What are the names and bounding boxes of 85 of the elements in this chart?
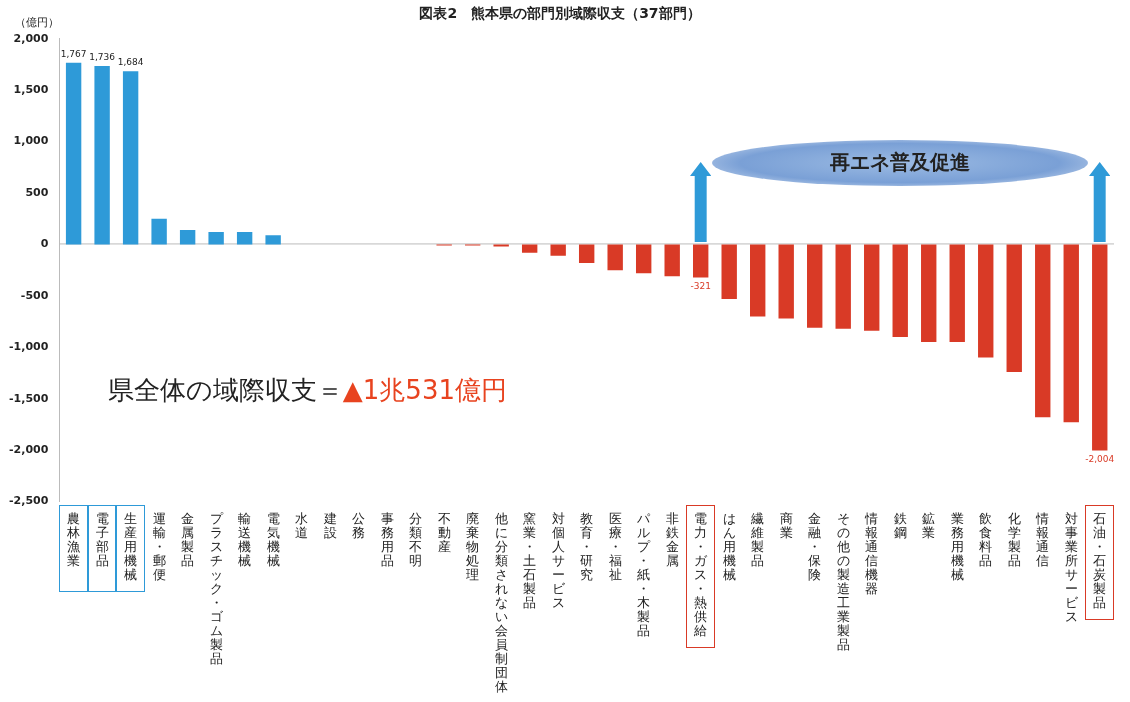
x-tick-label: 業務用機械 xyxy=(950,510,964,583)
x-tick-label: 電気機械 xyxy=(266,510,280,568)
bar xyxy=(550,244,566,256)
x-tick-label: 金融・保険 xyxy=(808,510,822,583)
bar xyxy=(835,244,851,329)
bar xyxy=(864,244,880,331)
bar xyxy=(1063,244,1079,423)
x-tick-label: 分類不明 xyxy=(409,510,423,568)
x-tick-label: 建設 xyxy=(322,510,337,540)
data-label: 1,736 xyxy=(89,51,116,62)
x-tick-label: 非鉄金属 xyxy=(665,510,679,568)
x-tick-label: 金属製品 xyxy=(181,510,195,568)
bar xyxy=(208,232,224,245)
category-label: パルプ・紙・木製品 xyxy=(637,510,651,639)
bar xyxy=(493,244,509,247)
x-tick-label: 鉄鋼 xyxy=(893,510,907,540)
category-label: 電力・ガス・熱供給 xyxy=(694,510,708,639)
x-tick-label: 商業 xyxy=(779,510,793,540)
x-tick-label: 対事業所サービス xyxy=(1064,510,1079,625)
data-label: 1,684 xyxy=(117,57,144,68)
x-tick-label: 運輸・郵便 xyxy=(152,510,166,583)
category-label: 他に分類されない会員制団体 xyxy=(494,510,508,695)
bar xyxy=(236,232,253,245)
bar xyxy=(521,244,538,253)
x-tick-label: 石油・石炭製品 xyxy=(1093,510,1107,611)
bar xyxy=(94,65,110,245)
bar xyxy=(750,244,766,317)
data-label: -321 xyxy=(690,281,711,292)
x-tick-label: 繊維製品 xyxy=(750,510,765,568)
y-tick-label: 0 xyxy=(40,237,49,251)
x-tick-label: 化学製品 xyxy=(1007,510,1021,568)
x-tick-label: 生産用機械 xyxy=(124,510,138,583)
x-tick-label: 飲食料品 xyxy=(979,510,993,568)
x-tick-label: はん用機械 xyxy=(722,510,736,583)
y-tick-label: 500 xyxy=(25,185,49,199)
bar xyxy=(265,235,281,245)
x-tick-label: 情報通信機器 xyxy=(864,510,879,597)
x-tick-label: 電子部品 xyxy=(95,510,109,568)
annotation: 県全体の域際収支＝ xyxy=(107,374,343,405)
bar xyxy=(607,244,623,271)
y-tick-label: 2,000 xyxy=(13,31,49,45)
x-tick-label: 水道 xyxy=(295,510,309,540)
bar xyxy=(1035,244,1051,418)
bar xyxy=(179,230,196,245)
x-tick-label: 医療・福祉 xyxy=(608,510,622,583)
x-tick-label: 教育・研究 xyxy=(580,510,594,583)
category-label: プラスチック・ゴム製品 xyxy=(209,510,223,667)
y-tick-label: -1,000 xyxy=(9,340,49,354)
x-tick-label: 農林漁業 xyxy=(66,510,81,568)
x-tick-label: 事務用品 xyxy=(380,510,394,568)
bar xyxy=(778,244,794,319)
bar xyxy=(122,71,139,245)
x-tick-label: 廃棄物処理 xyxy=(466,510,480,583)
y-axis-title: （億円） xyxy=(15,16,60,30)
data-label: -2,004 xyxy=(1085,454,1115,465)
annotation: 再エネ普及促進 xyxy=(829,149,972,177)
bar xyxy=(635,244,652,274)
bar xyxy=(892,244,908,337)
x-tick-label: 不動産 xyxy=(437,510,451,554)
x-tick-label: 公務 xyxy=(352,510,366,540)
y-tick-label: 1,000 xyxy=(13,134,49,148)
bar xyxy=(65,62,82,245)
data-label: 1,767 xyxy=(60,48,87,59)
x-tick-label: 情報通信 xyxy=(1035,510,1050,568)
bar xyxy=(949,244,965,343)
y-tick-label: -500 xyxy=(20,288,49,302)
x-tick-label: 輸送機械 xyxy=(238,510,252,568)
bar xyxy=(978,244,994,358)
bar xyxy=(151,218,167,245)
annotation: ▲1兆531億円 xyxy=(342,374,507,405)
x-tick-label: 鉱業 xyxy=(922,510,936,540)
bar xyxy=(721,244,737,299)
x-tick-label: 対個人サービス xyxy=(551,510,566,611)
chart-title: 図表2 熊本県の部門別域際収支（37部門） xyxy=(419,5,701,22)
y-tick-label: -2,000 xyxy=(9,442,49,456)
bar xyxy=(807,244,823,328)
y-tick-label: -1,500 xyxy=(9,391,49,405)
y-tick-label: 1,500 xyxy=(13,83,49,97)
x-tick-label: 窯業・土石製品 xyxy=(523,510,537,611)
category-label: その他の製造工業製品 xyxy=(836,510,850,653)
y-tick-label: -2,500 xyxy=(9,494,49,508)
bar xyxy=(1006,244,1022,372)
bar xyxy=(578,244,595,263)
bar xyxy=(664,244,680,277)
bar xyxy=(921,244,937,343)
